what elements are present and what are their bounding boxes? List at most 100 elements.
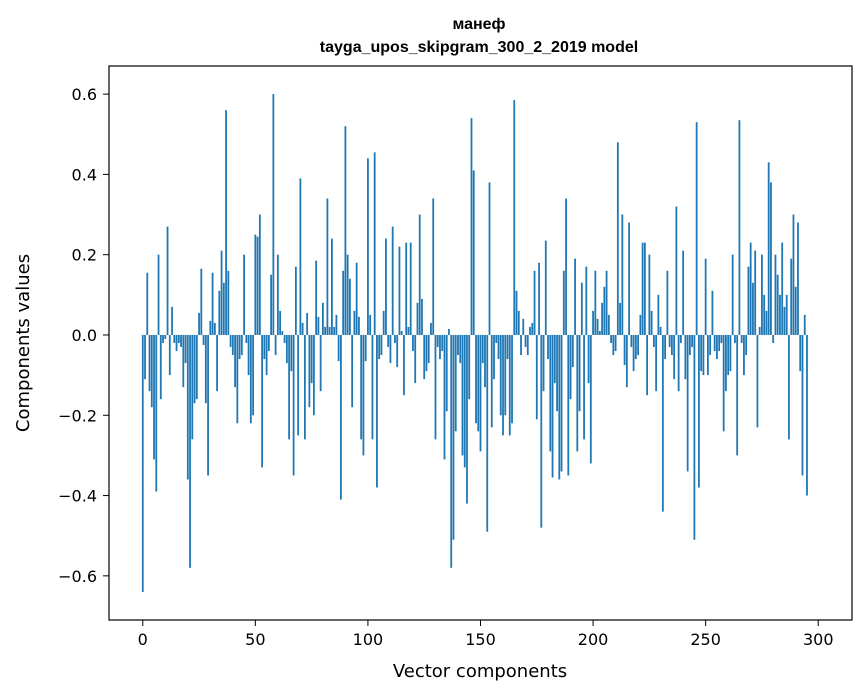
- bar: [639, 314, 642, 335]
- bar: [281, 330, 284, 335]
- bar: [258, 214, 261, 335]
- bar: [405, 242, 408, 335]
- bar: [180, 334, 182, 348]
- bar: [797, 222, 799, 335]
- bar: [556, 334, 558, 412]
- x-tick-label: 200: [578, 630, 609, 649]
- bar: [734, 334, 736, 343]
- bar: [434, 334, 437, 440]
- bar: [580, 282, 583, 335]
- x-axis-label: Vector components: [393, 661, 567, 682]
- bar: [364, 334, 367, 362]
- bar: [661, 334, 664, 512]
- x-tick-label: 0: [138, 630, 148, 649]
- bar: [783, 306, 786, 335]
- bar: [378, 334, 381, 360]
- bar: [452, 334, 455, 540]
- bar: [479, 334, 482, 452]
- bar: [767, 162, 770, 335]
- bar: [738, 120, 741, 335]
- bar: [186, 334, 189, 480]
- bar: [761, 254, 763, 335]
- bar: [558, 334, 561, 480]
- bar: [389, 334, 392, 364]
- bar: [171, 306, 173, 335]
- bar: [414, 334, 417, 384]
- bar: [459, 334, 462, 364]
- bar: [792, 214, 795, 335]
- bar: [141, 334, 144, 592]
- bar: [270, 274, 273, 335]
- bar: [342, 270, 345, 335]
- bar: [236, 334, 239, 424]
- bar: [394, 334, 396, 343]
- bar: [288, 334, 291, 440]
- bar: [346, 254, 349, 335]
- bar: [592, 310, 594, 335]
- bar: [355, 262, 358, 335]
- bar: [360, 334, 363, 440]
- bar: [337, 334, 340, 362]
- bar: [756, 334, 759, 428]
- bar: [709, 334, 712, 356]
- bar: [297, 334, 300, 436]
- x-tick-label: 100: [353, 630, 384, 649]
- bar: [200, 268, 203, 335]
- bar: [380, 334, 383, 356]
- bar: [643, 242, 646, 335]
- bar: [670, 334, 673, 356]
- bar: [202, 334, 205, 346]
- bar: [454, 334, 457, 432]
- bar: [740, 334, 743, 343]
- bar: [806, 334, 808, 496]
- bar: [261, 334, 263, 468]
- bar: [243, 254, 245, 335]
- bar: [722, 334, 725, 432]
- bar: [272, 94, 275, 335]
- bar: [204, 334, 207, 404]
- bar: [416, 302, 419, 335]
- bar: [218, 290, 221, 335]
- y-tick-label: −0.6: [58, 567, 97, 586]
- bar: [191, 334, 194, 440]
- bar: [369, 314, 372, 335]
- bar: [553, 334, 556, 384]
- bar: [666, 270, 669, 335]
- bar: [310, 334, 313, 384]
- x-tick-label: 50: [245, 630, 265, 649]
- bar: [583, 334, 585, 440]
- bar: [702, 334, 705, 376]
- bar: [382, 310, 385, 335]
- bar: [265, 334, 268, 376]
- bar: [247, 334, 250, 376]
- bar: [587, 334, 590, 384]
- bar: [148, 334, 151, 392]
- bar: [279, 310, 282, 335]
- bar: [231, 334, 234, 356]
- bar: [184, 334, 187, 364]
- bar: [610, 334, 612, 343]
- bar: [788, 334, 790, 440]
- bar: [164, 334, 167, 339]
- bar: [628, 222, 630, 335]
- bar: [576, 334, 579, 452]
- bar: [144, 334, 146, 380]
- bar: [499, 334, 502, 416]
- bar: [211, 272, 214, 335]
- bar: [484, 334, 486, 388]
- bar: [319, 334, 322, 392]
- bar: [387, 334, 390, 348]
- bar: [711, 290, 714, 335]
- bar: [655, 334, 658, 392]
- bar: [594, 270, 597, 335]
- bar: [616, 142, 619, 335]
- bar: [522, 318, 525, 335]
- bar: [486, 334, 489, 532]
- bar: [535, 334, 538, 420]
- bar: [396, 334, 399, 368]
- bar: [317, 316, 320, 335]
- bar: [398, 246, 401, 335]
- bar: [207, 334, 209, 476]
- bar: [526, 334, 529, 356]
